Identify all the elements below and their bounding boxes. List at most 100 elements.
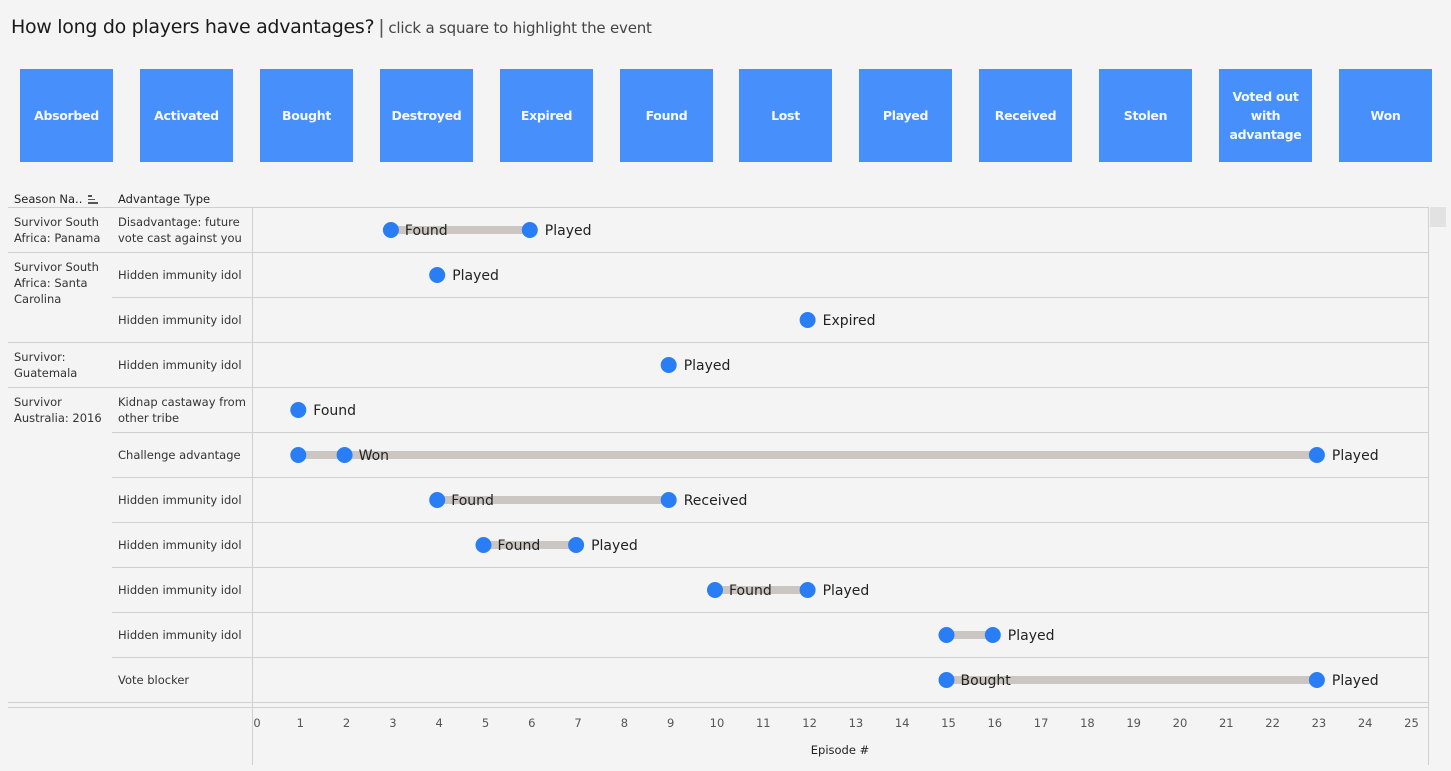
- x-tick-label: 2: [342, 716, 351, 730]
- filter-button-found[interactable]: Found: [620, 69, 713, 162]
- start-event-dot[interactable]: [429, 492, 446, 508]
- filter-button-label: Expired: [520, 108, 573, 123]
- filter-button-voted-out-with-advantage[interactable]: Voted out with advantage: [1219, 69, 1312, 162]
- end-event-dot[interactable]: [568, 537, 585, 553]
- end-event-dot[interactable]: [660, 492, 677, 508]
- filter-button-expired[interactable]: Expired: [500, 69, 593, 162]
- end-event-label: Played: [1008, 628, 1055, 644]
- filter-button-label: Bought: [281, 108, 332, 123]
- end-event-label: Played: [591, 538, 638, 554]
- end-event-dot[interactable]: [1308, 447, 1325, 463]
- filter-button-label: Destroyed: [391, 108, 462, 123]
- start-event-label: Bought: [961, 673, 1012, 689]
- season-name: Survivor South Africa: Santa Carolina: [14, 260, 99, 306]
- filter-button-received[interactable]: Received: [979, 69, 1072, 162]
- end-event-dot[interactable]: [1308, 672, 1325, 688]
- season-name: Survivor: Guatemala: [14, 350, 78, 380]
- end-event-dot[interactable]: [984, 627, 1001, 643]
- start-event-dot[interactable]: [475, 537, 492, 553]
- filter-button-absorbed[interactable]: Absorbed: [20, 69, 113, 162]
- end-event-label: Played: [1332, 448, 1379, 464]
- x-tick-label: 1: [296, 716, 304, 730]
- filter-button-label: Found: [645, 108, 688, 123]
- x-tick-label: 12: [802, 716, 817, 730]
- end-event-label: Found: [313, 403, 356, 419]
- title-separator: |: [378, 16, 385, 38]
- start-event-label: Found: [498, 538, 541, 554]
- end-event-label: Played: [684, 358, 731, 374]
- filter-button-label: Activated: [154, 108, 219, 123]
- x-tick-label: 25: [1404, 716, 1419, 730]
- x-tick-label: 22: [1265, 716, 1280, 730]
- filter-button-label: Absorbed: [34, 108, 99, 123]
- end-event-dot[interactable]: [290, 402, 307, 418]
- start-event-dot[interactable]: [938, 672, 955, 688]
- x-tick-label: 23: [1311, 716, 1327, 730]
- filter-button-label: Voted out with advantage: [1229, 89, 1302, 142]
- filter-button-lost[interactable]: Lost: [739, 69, 832, 162]
- end-event-dot[interactable]: [521, 222, 538, 238]
- advantage-type: Kidnap castaway from other tribe: [118, 395, 246, 425]
- end-event-dot[interactable]: [660, 357, 677, 373]
- start-event-dot[interactable]: [938, 627, 955, 643]
- season-name: Survivor Australia: 2016: [14, 395, 102, 425]
- x-tick-label: 18: [1080, 716, 1095, 730]
- advantage-column-header: Advantage Type: [118, 192, 211, 206]
- x-tick-label: 21: [1218, 716, 1234, 730]
- row-divider: [112, 522, 1428, 523]
- advantage-type: Hidden immunity idol: [118, 313, 242, 327]
- season-header-label: Season Na..: [14, 192, 83, 206]
- x-tick-label: 5: [481, 716, 490, 730]
- mid-event-dot[interactable]: [336, 447, 353, 463]
- x-tick-label: 0: [253, 716, 261, 730]
- start-event-label: Found: [451, 493, 494, 509]
- advantage-type: Hidden immunity idol: [118, 583, 242, 597]
- row-divider: [112, 567, 1428, 568]
- filter-button-won[interactable]: Won: [1339, 69, 1432, 162]
- row-divider: [8, 387, 1428, 388]
- header-divider: [8, 207, 1428, 208]
- end-event-dot[interactable]: [799, 312, 816, 328]
- filter-button-destroyed[interactable]: Destroyed: [380, 69, 473, 162]
- start-event-dot[interactable]: [382, 222, 399, 238]
- x-tick-label: 4: [435, 716, 443, 730]
- vertical-scrollbar[interactable]: [1430, 207, 1446, 227]
- x-axis-label: Episode #: [810, 743, 870, 757]
- row-divider: [112, 432, 1428, 433]
- x-tick-label: 15: [941, 716, 956, 730]
- filter-button-label: Won: [1370, 108, 1401, 123]
- season-column-header[interactable]: Season Na..: [14, 192, 99, 206]
- x-tick-label: 9: [667, 716, 675, 730]
- filter-button-label: Lost: [771, 108, 800, 123]
- advantage-type: Hidden immunity idol: [118, 358, 242, 372]
- end-event-dot[interactable]: [429, 267, 446, 283]
- x-tick-label: 7: [574, 716, 582, 730]
- row-divider: [8, 252, 1428, 253]
- filter-button-activated[interactable]: Activated: [140, 69, 233, 162]
- x-tick-label: 20: [1172, 716, 1188, 730]
- season-name: Survivor South Africa: Panama: [14, 215, 101, 245]
- start-event-dot[interactable]: [290, 447, 307, 463]
- end-event-label: Played: [452, 268, 499, 284]
- plot-right-border: [1428, 207, 1429, 765]
- filter-button-stolen[interactable]: Stolen: [1099, 69, 1192, 162]
- x-tick-label: 16: [987, 716, 1003, 730]
- start-event-label: Found: [405, 223, 448, 239]
- row-divider: [112, 612, 1428, 613]
- end-event-label: Played: [1332, 673, 1379, 689]
- advantage-type: Challenge advantage: [118, 448, 241, 462]
- filter-button-label: Received: [994, 108, 1057, 123]
- filter-button-played[interactable]: Played: [859, 69, 952, 162]
- filter-button-bought[interactable]: Bought: [260, 69, 353, 162]
- x-tick-label: 10: [709, 716, 725, 730]
- x-tick-label: 13: [848, 716, 864, 730]
- title-subtitle: click a square to highlight the event: [388, 19, 652, 37]
- start-event-dot[interactable]: [707, 582, 723, 598]
- end-event-label: Played: [823, 583, 870, 599]
- filter-button-label: Stolen: [1123, 108, 1168, 123]
- sort-descending-icon[interactable]: [88, 195, 99, 204]
- plot-left-border: [252, 207, 253, 765]
- end-event-dot[interactable]: [799, 582, 816, 598]
- end-event-label: Received: [684, 493, 748, 509]
